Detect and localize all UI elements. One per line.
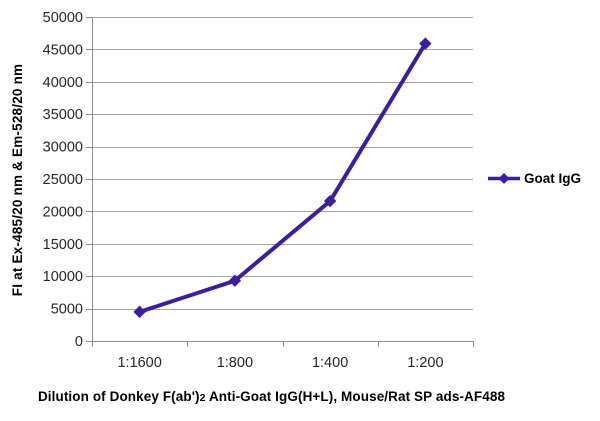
- y-tick-label: 35000: [43, 107, 83, 123]
- x-axis-title-prefix: Dilution of Donkey F(ab'): [37, 389, 200, 404]
- y-tick-label: 25000: [43, 172, 83, 188]
- y-tick-label: 15000: [43, 237, 83, 253]
- y-axis-title: FI at Ex-485/20 nm & Em-528/20 nm: [10, 63, 25, 297]
- x-tick-label: 1:800: [217, 355, 253, 371]
- y-tick-label: 0: [75, 334, 83, 350]
- data-point-marker: [228, 274, 242, 287]
- legend-line-diamond-icon: [488, 173, 520, 184]
- x-axis-title: Dilution of Donkey F(ab')2 Anti-Goat IgG…: [0, 389, 543, 404]
- y-tick-label: 10000: [43, 269, 83, 285]
- y-tick-label: 45000: [43, 42, 83, 58]
- x-tick-label: 1:400: [312, 355, 348, 371]
- legend-label: Goat IgG: [524, 171, 581, 186]
- data-point-marker: [323, 194, 337, 208]
- y-tick-label: 50000: [43, 10, 83, 26]
- y-tick-label: 30000: [43, 140, 83, 156]
- legend: Goat IgG: [487, 171, 581, 186]
- x-axis-title-suffix: Anti-Goat IgG(H+L), Mouse/Rat SP ads-AF4…: [205, 389, 506, 404]
- x-tick-label: 1:200: [407, 355, 443, 371]
- x-tick-label: 1:1600: [117, 355, 161, 371]
- data-point-marker: [419, 37, 432, 50]
- y-tick-label: 20000: [43, 204, 83, 220]
- y-tick-label: 5000: [51, 302, 83, 318]
- series-line: [137, 41, 428, 314]
- x-axis-title-subscript: 2: [199, 392, 206, 404]
- y-tick-label: 40000: [43, 75, 83, 91]
- data-point-marker: [133, 305, 146, 319]
